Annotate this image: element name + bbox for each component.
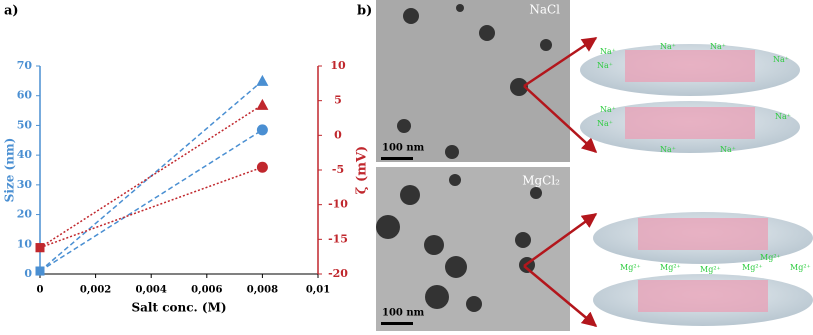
- series-line: [39, 129, 263, 272]
- series-line: [39, 166, 263, 249]
- ion-label: Na⁺: [597, 61, 613, 70]
- ion-label: Mg²⁺: [700, 265, 721, 274]
- point: [256, 98, 269, 110]
- ion-label: Na⁺: [600, 105, 616, 114]
- ion-label: Na⁺: [660, 42, 676, 51]
- scale-label: 100 nm: [382, 143, 425, 154]
- scale-bar: [381, 322, 413, 325]
- x-axis-label: Salt conc. (M): [131, 301, 226, 315]
- schematic: Na⁺Na⁺Na⁺ Na⁺Na⁺Na⁺Na⁺Na⁺ Na⁺Na⁺Mg²⁺ Mg²⁺ Mg…: [580, 42, 813, 326]
- x-tick-label: 0,008: [247, 285, 278, 296]
- x-tick-label: 0,004: [136, 285, 167, 296]
- arrows: [523, 36, 598, 327]
- ion-label: Mg²⁺: [790, 263, 811, 272]
- y-tick-label: 50: [17, 118, 33, 131]
- point: [35, 243, 45, 253]
- y2-tick-label: 10: [330, 59, 346, 72]
- image-label: NaCl: [529, 3, 560, 17]
- tem-image: [376, 0, 570, 162]
- point: [256, 74, 269, 86]
- point: [256, 124, 268, 136]
- y-axis-label: Size (nm): [3, 138, 17, 203]
- scale-label: 100 nm: [382, 308, 425, 319]
- y2-tick-label: 0: [334, 128, 342, 141]
- x-tick-label: 0,006: [191, 285, 222, 296]
- y-tick-label: 20: [17, 208, 33, 221]
- ion-label: Na⁺: [773, 55, 789, 64]
- image-label: MgCl₂: [522, 174, 560, 188]
- y2-tick-label: -15: [328, 232, 348, 245]
- ion-label: Na⁺: [710, 42, 726, 51]
- y-tick-label: 70: [17, 59, 33, 72]
- x-tick-label: 0,01: [306, 285, 330, 296]
- ion-label: Mg²⁺: [620, 263, 641, 272]
- y2-axis-label: ζ (mV): [355, 146, 370, 194]
- ion-label: Na⁺: [600, 47, 616, 56]
- ion-label: Na⁺: [720, 145, 736, 154]
- x-tick-label: 0,002: [80, 285, 111, 296]
- y-tick-label: 10: [17, 237, 33, 250]
- y2-tick-label: -5: [332, 163, 344, 176]
- y2-tick-label: 5: [334, 94, 342, 107]
- y2-tick-label: -20: [328, 267, 348, 280]
- ion-label: Na⁺: [597, 119, 613, 128]
- panel-label: b): [357, 4, 372, 19]
- ion-label: Mg²⁺: [760, 253, 781, 262]
- panel-label: a): [4, 4, 19, 19]
- x-tick-label: 0: [37, 285, 44, 296]
- series-line: [39, 104, 263, 249]
- point: [256, 161, 268, 173]
- y-tick-label: 40: [17, 148, 33, 161]
- y2-tick-label: -10: [328, 198, 348, 211]
- point: [35, 266, 45, 276]
- y-tick-label: 0: [24, 267, 32, 280]
- y-tick-label: 30: [17, 178, 33, 191]
- ion-label: Na⁺: [660, 145, 676, 154]
- y-tick-label: 60: [17, 89, 33, 102]
- scale-bar: [381, 157, 413, 160]
- ion-label: Mg²⁺: [742, 263, 763, 272]
- ion-label: Na⁺: [775, 112, 791, 121]
- ion-label: Mg²⁺: [660, 263, 681, 272]
